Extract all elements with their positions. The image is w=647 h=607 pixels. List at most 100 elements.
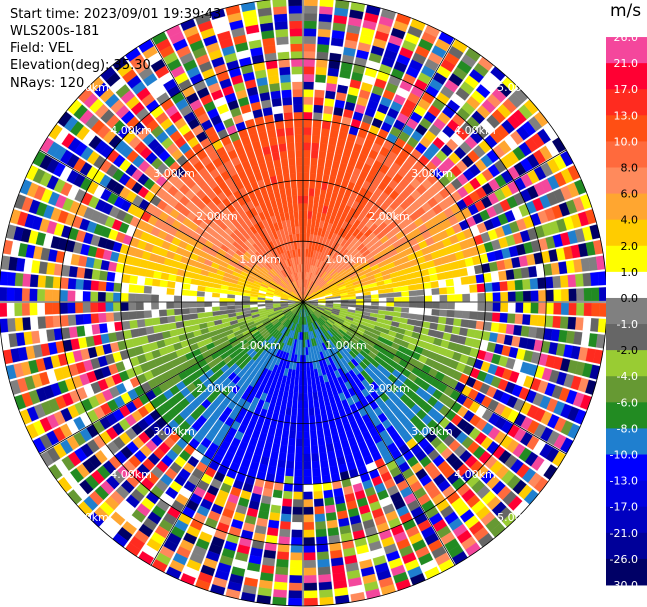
velocity-gate (286, 196, 293, 205)
velocity-gate (460, 319, 470, 328)
velocity-gate (278, 143, 287, 152)
velocity-gate (130, 266, 140, 276)
velocity-gate (400, 285, 409, 292)
velocity-gate (371, 298, 380, 302)
velocity-gate (105, 292, 114, 302)
velocity-gate (112, 292, 121, 302)
velocity-gate (303, 73, 315, 83)
velocity-gate (567, 316, 577, 330)
velocity-gate (407, 313, 417, 320)
velocity-gate (459, 267, 469, 277)
velocity-gate (257, 299, 266, 302)
velocity-gate (60, 315, 69, 327)
velocity-gate (267, 426, 276, 436)
velocity-gate (212, 310, 221, 317)
velocity-gate (438, 279, 447, 288)
velocity-gate (285, 188, 292, 198)
velocity-gate (297, 195, 303, 204)
velocity-gate (398, 322, 408, 330)
velocity-gate (408, 307, 417, 314)
velocity-gate (322, 174, 330, 184)
range-ring-label: 5.00km (67, 511, 109, 524)
velocity-gate (316, 383, 322, 393)
velocity-gate (279, 405, 287, 415)
velocity-gate (145, 269, 155, 278)
velocity-gate (267, 168, 276, 178)
colorbar-tick-label: -26.0 (610, 553, 638, 566)
velocity-gate (506, 280, 516, 291)
velocity-gate (287, 445, 296, 454)
velocity-gate (303, 233, 307, 242)
velocity-gate (313, 196, 320, 205)
velocity-gate (401, 291, 410, 297)
velocity-gate (286, 399, 293, 408)
colorbar-tick-label: -17.0 (610, 501, 638, 514)
velocity-gate (105, 302, 114, 312)
velocity-gate (553, 289, 562, 302)
velocity-gate (459, 327, 469, 337)
velocity-gate (303, 582, 318, 591)
velocity-gate (234, 294, 243, 299)
velocity-gate (36, 302, 46, 316)
colorbar-tick-label: -30.0 (610, 579, 638, 592)
velocity-gate (160, 323, 170, 332)
velocity-gate (507, 291, 516, 302)
velocity-gate (530, 290, 539, 302)
velocity-gate (204, 302, 213, 307)
velocity-gate (408, 290, 417, 297)
velocity-gate (273, 5, 287, 15)
velocity-gate (311, 142, 320, 151)
velocity-gate (416, 308, 425, 315)
velocity-gate (424, 295, 433, 302)
velocity-gate (393, 297, 402, 302)
velocity-gate (166, 280, 176, 289)
velocity-gate (280, 513, 292, 523)
velocity-gate (453, 277, 462, 286)
velocity-gate (284, 475, 294, 485)
velocity-gate (166, 309, 175, 316)
velocity-gate (135, 302, 144, 311)
velocity-gate (303, 476, 312, 485)
velocity-gate (281, 398, 288, 408)
velocity-gate (451, 326, 461, 335)
velocity-gate (293, 385, 299, 394)
velocity-gate (303, 210, 308, 219)
range-ring-label: 1.00km (325, 253, 367, 266)
velocity-gate (294, 119, 303, 128)
velocity-gate (304, 5, 318, 14)
velocity-gate (266, 527, 279, 537)
velocity-gate (407, 284, 417, 291)
velocity-gate (583, 302, 592, 317)
velocity-gate (276, 558, 289, 568)
velocity-gate (308, 195, 314, 204)
velocity-gate (44, 315, 54, 329)
velocity-gate (498, 323, 508, 334)
velocity-gate (191, 324, 201, 332)
velocity-gate (305, 241, 310, 250)
velocity-gate (309, 422, 317, 432)
velocity-gate (363, 298, 372, 302)
velocity-gate (294, 127, 303, 136)
velocity-gate (289, 20, 303, 29)
velocity-gate (303, 362, 307, 371)
velocity-gate (290, 552, 303, 561)
velocity-gate (285, 406, 292, 416)
scan-metadata: Start time: 2023/09/01 19:39:43 WLS200s-… (10, 6, 221, 92)
velocity-gate (242, 295, 251, 300)
velocity-gate (169, 266, 179, 275)
velocity-gate (314, 188, 321, 198)
velocity-gate (303, 187, 309, 196)
velocity-gate (315, 528, 327, 538)
velocity-gate (445, 317, 455, 326)
velocity-gate (386, 306, 395, 312)
velocity-gate (476, 311, 486, 321)
velocity-gate (299, 225, 303, 234)
velocity-gate (303, 537, 315, 546)
colorbar-tick-label: 13.0 (614, 109, 639, 122)
velocity-gate (416, 289, 425, 296)
velocity-gate (173, 302, 182, 309)
velocity-gate (423, 282, 432, 289)
velocity-gate (303, 529, 315, 538)
velocity-gate (416, 302, 425, 309)
velocity-gate (275, 474, 285, 484)
